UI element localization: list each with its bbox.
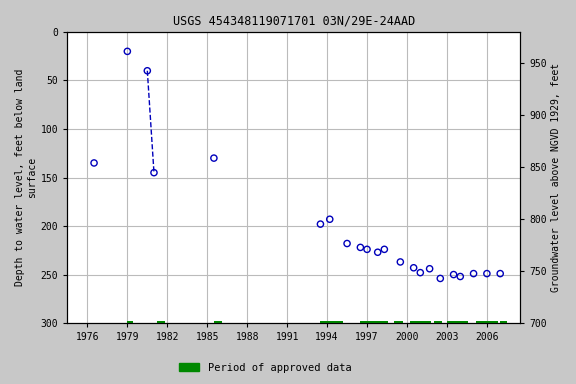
Point [373, 249, 382, 255]
Point [495, 270, 505, 276]
Point [209, 155, 218, 161]
Point [89, 160, 98, 166]
Point [469, 270, 478, 276]
Point [425, 266, 434, 272]
Title: USGS 454348119071701 03N/29E-24AAD: USGS 454348119071701 03N/29E-24AAD [173, 15, 415, 28]
Point [380, 246, 389, 252]
Point [325, 216, 334, 222]
Point [396, 259, 405, 265]
Point [435, 275, 445, 281]
Point [456, 273, 465, 280]
Point [143, 68, 152, 74]
Point [362, 246, 372, 252]
Point [416, 270, 425, 276]
Point [449, 271, 458, 278]
Point [316, 221, 325, 227]
Point [343, 240, 352, 247]
Y-axis label: Depth to water level, feet below land
surface: Depth to water level, feet below land su… [15, 69, 37, 286]
Point [123, 48, 132, 55]
Point [356, 244, 365, 250]
Point [482, 270, 491, 276]
Point [149, 170, 158, 176]
Legend: Period of approved data: Period of approved data [175, 359, 355, 377]
Point [409, 265, 418, 271]
Y-axis label: Groundwater level above NGVD 1929, feet: Groundwater level above NGVD 1929, feet [551, 63, 561, 292]
